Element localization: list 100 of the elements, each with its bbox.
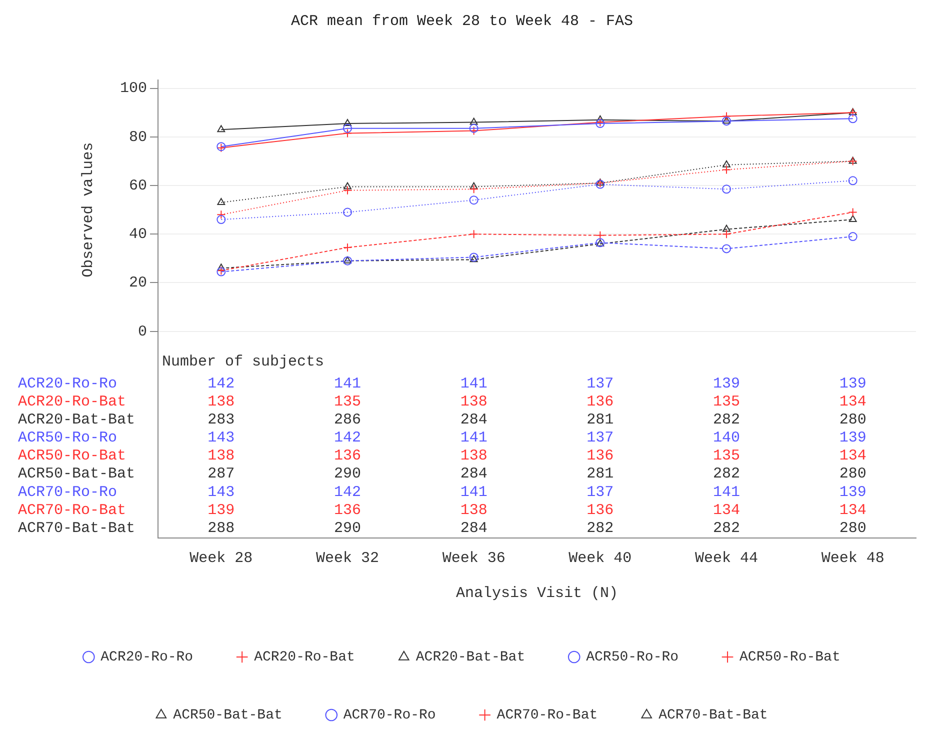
point [469, 196, 478, 205]
annotation: 139 [839, 484, 866, 501]
point [344, 182, 352, 190]
annotation: 141 [712, 484, 740, 501]
annotation: 282 [712, 520, 740, 537]
text: ACR50-Bat-Bat [18, 466, 136, 483]
annotation: 280 [839, 411, 866, 428]
annotation: 139 [208, 502, 235, 519]
annotation: 136 [586, 393, 614, 410]
annotation: 281 [586, 466, 614, 483]
legend-label: ACR50-Ro-Bat [740, 650, 840, 666]
legend-label: ACR50-Bat-Bat [173, 708, 282, 724]
annotation: 136 [586, 448, 614, 465]
annotation: 284 [460, 520, 488, 537]
annotation: 136 [334, 448, 362, 465]
annotation: 134 [712, 502, 740, 519]
legend-label: ACR50-Ro-Ro [586, 650, 679, 666]
y-axis-title: Observed values [80, 142, 97, 278]
legend-label: ACR20-Ro-Bat [254, 650, 355, 666]
annotation: 286 [334, 411, 362, 428]
point [470, 118, 478, 125]
x-tick-label: Week 32 [316, 550, 380, 567]
annotation: 134 [839, 393, 866, 410]
annotation: 138 [460, 448, 488, 465]
point [596, 230, 605, 240]
point [848, 232, 858, 242]
text: ACR50-Ro-Ro [18, 430, 118, 447]
annotation: 135 [712, 393, 740, 410]
text: ACR70-Ro-Ro [18, 484, 118, 501]
point [216, 210, 226, 220]
x-tick-label: Week 48 [821, 550, 884, 567]
annotation: 141 [460, 484, 488, 501]
x-tick-label: Week 40 [568, 550, 632, 567]
point [344, 119, 352, 126]
point [216, 215, 226, 224]
annotation: 282 [712, 411, 740, 428]
text: ACR20-Ro-Bat [18, 393, 126, 410]
annotation: 137 [586, 430, 614, 447]
annotation: Number of subjects [162, 353, 324, 370]
text: ACR50-Ro-Bat [18, 448, 126, 465]
legend-label: ACR20-Ro-Ro [100, 650, 194, 666]
annotation: 141 [460, 430, 488, 447]
y-tick-label: 80 [128, 128, 147, 146]
x-axis-title: Analysis Visit (N) [456, 584, 618, 602]
point [848, 208, 858, 217]
annotation: 137 [586, 375, 614, 392]
chart-title: ACR mean from Week 28 to Week 48 - FAS [290, 12, 634, 30]
point [848, 176, 858, 186]
point [469, 126, 478, 136]
annotation: 142 [208, 375, 235, 392]
annotation: 288 [208, 520, 235, 537]
point [469, 184, 478, 194]
annotation: 139 [839, 430, 866, 447]
annotation: 284 [460, 466, 488, 483]
point [343, 128, 352, 138]
annotation: 136 [586, 502, 614, 519]
point [722, 230, 731, 239]
annotation: 281 [586, 411, 614, 428]
text: ACR20-Ro-Ro [18, 375, 118, 392]
legend-label: ACR20-Bat-Bat [416, 650, 526, 666]
y-tick-label: 40 [128, 226, 147, 244]
annotation: 287 [208, 466, 235, 483]
point [217, 264, 226, 271]
x-tick-label: Week 44 [694, 550, 758, 567]
text: ACR70-Bat-Bat [18, 520, 136, 537]
annotation: 280 [839, 520, 866, 537]
text: ACR70-Ro-Bat [18, 502, 126, 519]
point [848, 114, 858, 124]
point [469, 124, 478, 133]
annotation: 141 [334, 375, 362, 392]
point [343, 186, 352, 195]
point [722, 244, 731, 254]
annotation: 140 [712, 430, 740, 447]
annotation: 284 [460, 411, 488, 428]
annotation: 135 [712, 448, 740, 465]
x-tick-label: Week 36 [442, 550, 506, 567]
annotation: 135 [334, 393, 362, 410]
point [722, 224, 730, 232]
annotation: 290 [334, 520, 362, 537]
annotation: 282 [586, 520, 614, 537]
annotation: 139 [712, 375, 740, 392]
point [722, 112, 731, 121]
annotation: 138 [208, 448, 235, 465]
y-tick-label: 20 [128, 274, 147, 292]
point [470, 255, 478, 262]
annotation: 139 [839, 375, 866, 392]
annotation: 134 [839, 502, 866, 519]
point [722, 165, 731, 174]
legend-label: ACR70-Ro-Ro [343, 708, 436, 724]
point [343, 208, 352, 217]
annotation: 137 [586, 484, 614, 501]
annotation: 280 [839, 466, 866, 483]
point [722, 160, 730, 168]
text: ACR20-Bat-Bat [18, 411, 136, 428]
point [343, 124, 352, 133]
annotation: 143 [208, 484, 235, 501]
point [848, 215, 857, 222]
point [217, 198, 226, 206]
point [470, 182, 478, 190]
x-tick-label: Week 28 [190, 550, 253, 567]
